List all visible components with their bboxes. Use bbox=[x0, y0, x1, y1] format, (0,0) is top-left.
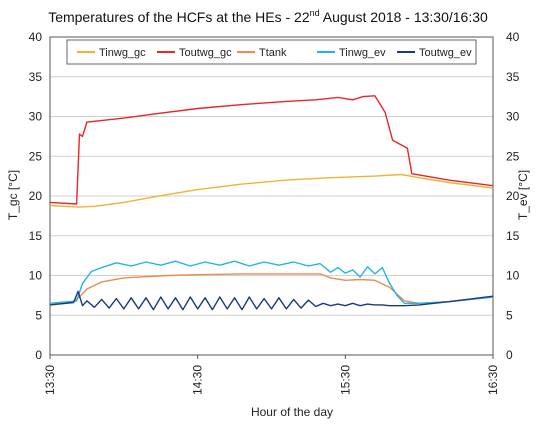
plot-frame bbox=[49, 36, 494, 356]
series-line-ttank bbox=[49, 273, 494, 304]
series-line-toutwg_gc bbox=[49, 95, 494, 205]
x-tick-label: 13:30 bbox=[43, 365, 57, 395]
y-right-tick-label: 30 bbox=[506, 110, 520, 124]
legend-label: Tinwg_ev bbox=[339, 47, 386, 59]
y-right-tick-label: 40 bbox=[506, 30, 520, 44]
y-left-tick-label: 25 bbox=[29, 149, 43, 163]
legend-label: Ttank bbox=[259, 47, 287, 59]
chart-title: Temperatures of the HCFs at the HEs - 22… bbox=[48, 8, 488, 25]
x-axis-label: Hour of the day bbox=[251, 405, 333, 419]
y-right-tick-label: 5 bbox=[506, 308, 513, 322]
y-right-tick-label: 20 bbox=[506, 189, 520, 203]
y-right-tick-label: 10 bbox=[506, 269, 520, 283]
y-right-tick-label: 0 bbox=[506, 348, 513, 362]
y-left-tick-label: 5 bbox=[35, 308, 42, 322]
x-tick-label: 16:30 bbox=[486, 365, 500, 395]
x-tick-label: 14:30 bbox=[191, 365, 205, 395]
axis-ticks: 0 0 5 5 10 10 15 15 20 20 25 25 30 30 35 35 40 40 13:30 14:… bbox=[29, 30, 520, 395]
y-left-tick-label: 15 bbox=[29, 229, 43, 243]
y-left-tick-label: 40 bbox=[29, 30, 43, 44]
y-left-tick-label: 35 bbox=[29, 70, 43, 84]
series-lines bbox=[49, 95, 494, 311]
y-left-tick-label: 30 bbox=[29, 110, 43, 124]
legend-label: Tinwg_gc bbox=[99, 47, 146, 59]
y-axis-right-label: T_ev [°C] bbox=[516, 170, 530, 220]
legend-label: Toutwg_ev bbox=[419, 47, 472, 59]
y-right-tick-label: 35 bbox=[506, 70, 520, 84]
chart-title-superscript: nd bbox=[310, 8, 320, 18]
y-left-tick-label: 20 bbox=[29, 189, 43, 203]
y-right-tick-label: 25 bbox=[506, 149, 520, 163]
y-left-tick-label: 10 bbox=[29, 269, 43, 283]
grid-lines bbox=[50, 76, 493, 316]
series-line-tinwg_gc bbox=[49, 173, 494, 208]
x-tick-label: 15:30 bbox=[338, 365, 352, 395]
series-line-toutwg_ev bbox=[49, 290, 494, 311]
series-line-tinwg_ev bbox=[49, 260, 494, 304]
legend: Tinwg_gc Toutwg_gc Ttank Tinwg_ev Toutwg_ev bbox=[66, 39, 477, 65]
y-axis-left-label: T_gc [°C] bbox=[6, 170, 20, 220]
y-left-tick-label: 0 bbox=[35, 348, 42, 362]
legend-label: Toutwg_gc bbox=[179, 47, 232, 59]
y-right-tick-label: 15 bbox=[506, 229, 520, 243]
chart-title-prefix: Temperatures of the HCFs at the HEs - 22 bbox=[48, 9, 310, 25]
chart-title-suffix: August 2018 - 13:30/16:30 bbox=[320, 9, 488, 25]
